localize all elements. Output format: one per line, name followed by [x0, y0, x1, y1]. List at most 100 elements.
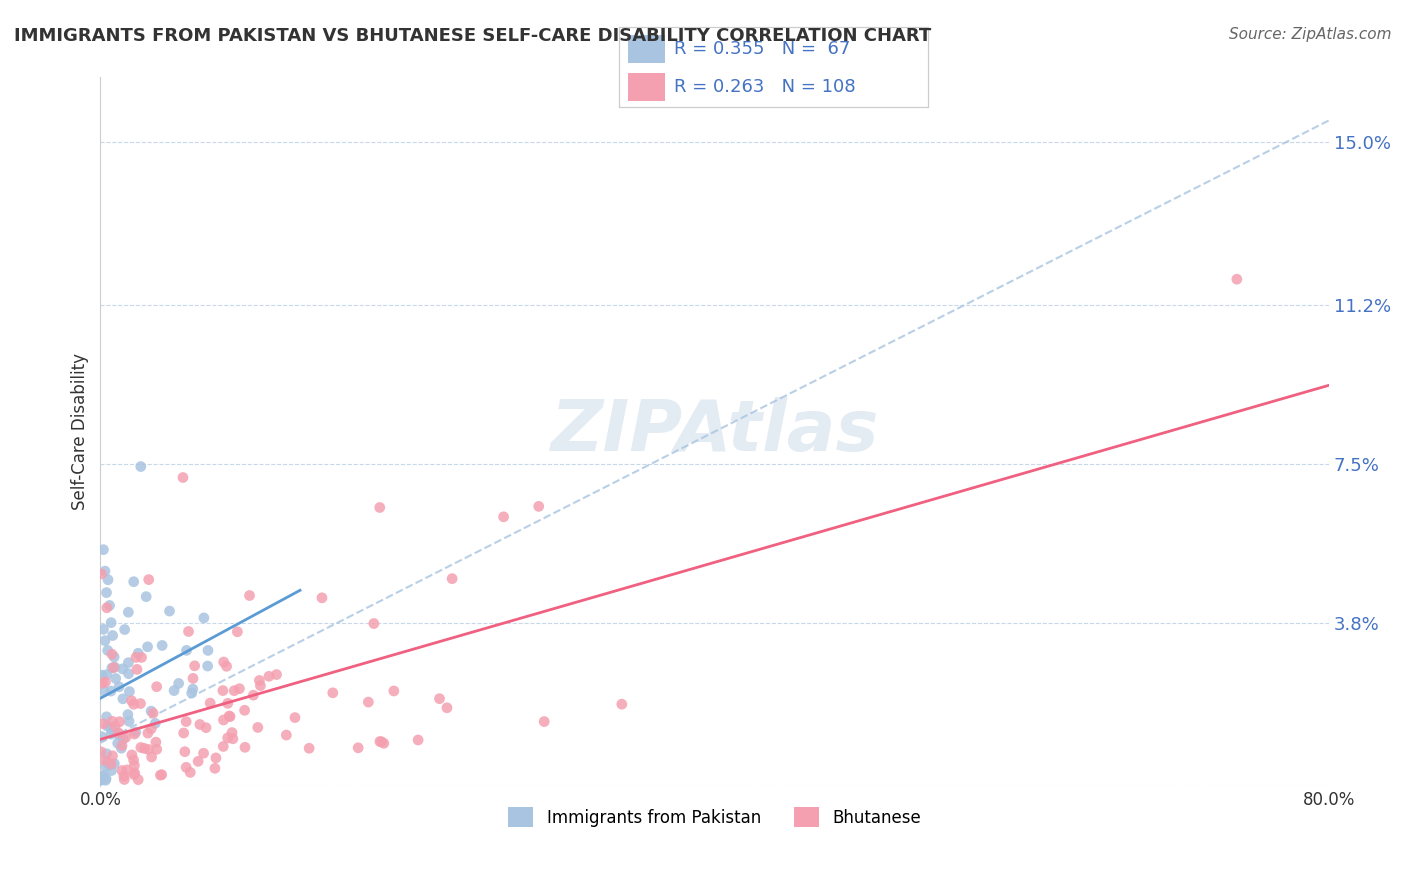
Point — [129, 459, 152, 474]
Point — [94, 675, 117, 690]
Point — [221, 725, 243, 739]
Point — [90, 730, 112, 744]
Point — [145, 735, 167, 749]
Point — [94, 633, 117, 648]
Point — [368, 734, 391, 748]
Point — [127, 772, 149, 787]
Point — [90, 773, 112, 788]
Point — [193, 746, 215, 760]
Point — [135, 590, 157, 604]
Point — [298, 741, 321, 756]
Point — [357, 695, 380, 709]
Point — [124, 758, 146, 772]
Point — [108, 714, 131, 729]
Point — [246, 721, 269, 735]
Point — [198, 696, 221, 710]
Point — [104, 719, 127, 733]
Point — [90, 772, 112, 787]
Point — [129, 740, 152, 755]
Point — [136, 726, 159, 740]
Point — [242, 688, 264, 702]
Point — [125, 725, 148, 739]
Point — [187, 755, 209, 769]
Point — [122, 698, 145, 712]
Bar — [628, 72, 665, 101]
Point — [173, 726, 195, 740]
Point — [117, 707, 139, 722]
Legend: Immigrants from Pakistan, Bhutanese: Immigrants from Pakistan, Bhutanese — [502, 800, 928, 834]
Point — [266, 667, 288, 681]
Point — [257, 669, 280, 683]
Point — [363, 616, 385, 631]
Point — [91, 769, 114, 783]
Point — [117, 666, 139, 681]
Point — [115, 763, 138, 777]
Point — [195, 721, 218, 735]
Point — [181, 672, 204, 686]
Point — [212, 683, 235, 698]
Point — [103, 650, 125, 665]
Point — [238, 589, 260, 603]
Point — [129, 697, 152, 711]
Point — [183, 658, 205, 673]
Y-axis label: Self-Care Disability: Self-Care Disability — [72, 353, 89, 510]
Point — [224, 683, 246, 698]
Point — [121, 747, 143, 762]
Point — [533, 714, 555, 729]
Point — [441, 572, 464, 586]
Text: ZIPAtlas: ZIPAtlas — [550, 397, 879, 467]
Point — [180, 686, 202, 700]
Point — [527, 500, 550, 514]
Text: Source: ZipAtlas.com: Source: ZipAtlas.com — [1229, 27, 1392, 42]
Point — [176, 643, 198, 657]
Point — [112, 772, 135, 787]
Point — [212, 713, 235, 727]
Point — [93, 623, 115, 637]
Point — [127, 646, 149, 660]
Point — [181, 681, 204, 696]
Point — [145, 742, 167, 756]
Point — [104, 660, 127, 674]
Point — [93, 542, 115, 557]
Point — [492, 509, 515, 524]
Point — [96, 585, 118, 599]
Point — [174, 714, 197, 729]
Point — [382, 684, 405, 698]
Point — [172, 470, 194, 484]
Point — [111, 764, 134, 778]
Text: IMMIGRANTS FROM PAKISTAN VS BHUTANESE SELF-CARE DISABILITY CORRELATION CHART: IMMIGRANTS FROM PAKISTAN VS BHUTANESE SE… — [14, 27, 931, 45]
Point — [94, 772, 117, 786]
Point — [368, 500, 391, 515]
Point — [96, 710, 118, 724]
Point — [134, 741, 156, 756]
Point — [100, 684, 122, 698]
Point — [100, 756, 122, 771]
Point — [96, 747, 118, 761]
Point — [107, 727, 129, 741]
Point — [122, 753, 145, 767]
Point — [93, 716, 115, 731]
Point — [131, 650, 153, 665]
Point — [101, 647, 124, 661]
Point — [249, 679, 271, 693]
Point — [139, 704, 162, 718]
Point — [233, 703, 256, 717]
Point — [101, 661, 124, 675]
Point — [218, 709, 240, 723]
Point — [98, 758, 121, 772]
Point — [226, 624, 249, 639]
Point — [100, 727, 122, 741]
Point — [163, 683, 186, 698]
Point — [347, 740, 370, 755]
Point — [193, 611, 215, 625]
Point — [107, 726, 129, 740]
Point — [122, 767, 145, 781]
Point — [97, 643, 120, 657]
Point — [117, 605, 139, 619]
Point — [149, 768, 172, 782]
Point — [118, 684, 141, 698]
Point — [121, 694, 143, 708]
Point — [103, 756, 125, 771]
Point — [284, 710, 307, 724]
Point — [96, 756, 118, 770]
